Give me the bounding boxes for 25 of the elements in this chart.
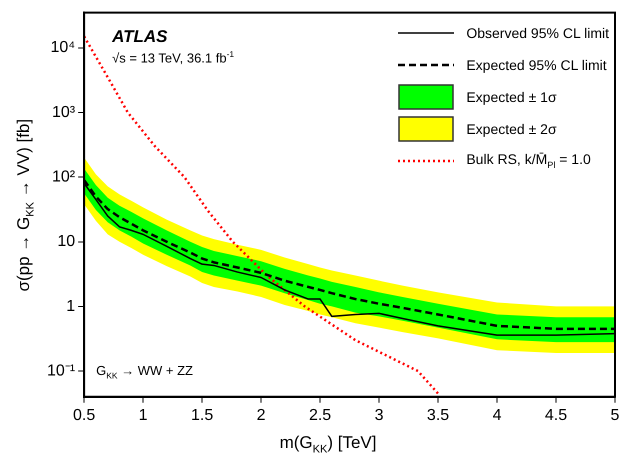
x-tick-label: 1.5: [190, 406, 214, 424]
x-tick-label: 3.5: [426, 406, 450, 424]
x-tick-label: 2: [256, 406, 266, 424]
x-tick-label: 0.5: [73, 406, 96, 424]
y-tick-label: 10³: [52, 104, 76, 121]
x-tick-label: 3: [374, 406, 384, 424]
y-tick-label: 10: [57, 233, 76, 250]
x-tick-label: 2.5: [308, 406, 332, 424]
annotation: ATLAS: [112, 26, 168, 47]
legend-label: Expected ± 1σ: [466, 88, 557, 105]
legend-label: Bulk RS, k/M̄$_{Pl}$ = 1.0: [466, 151, 591, 170]
x-axis-title: m(G$_{KK}$) [TeV]: [280, 432, 376, 456]
y-tick-label: 10²: [52, 168, 76, 186]
legend-label: Expected 95% CL limit: [466, 56, 607, 73]
annotation: √s = 13 TeV, 36.1 fb$^{-1}$: [112, 48, 234, 65]
legend-label: Expected ± 2σ: [466, 120, 557, 137]
y-tick-label: 10⁴: [50, 39, 76, 56]
x-tick-label: 4.5: [544, 406, 568, 424]
x-tick-label: 1: [138, 406, 148, 424]
x-tick-label: 4: [492, 406, 502, 424]
y-tick-label: 10⁻¹: [47, 362, 76, 380]
y-tick-label: 1: [66, 298, 76, 315]
annotation: G$_{KK}$ → WW + ZZ: [96, 362, 193, 380]
legend-label: Observed 95% CL limit: [466, 24, 609, 41]
x-tick-label: 5: [610, 406, 620, 424]
